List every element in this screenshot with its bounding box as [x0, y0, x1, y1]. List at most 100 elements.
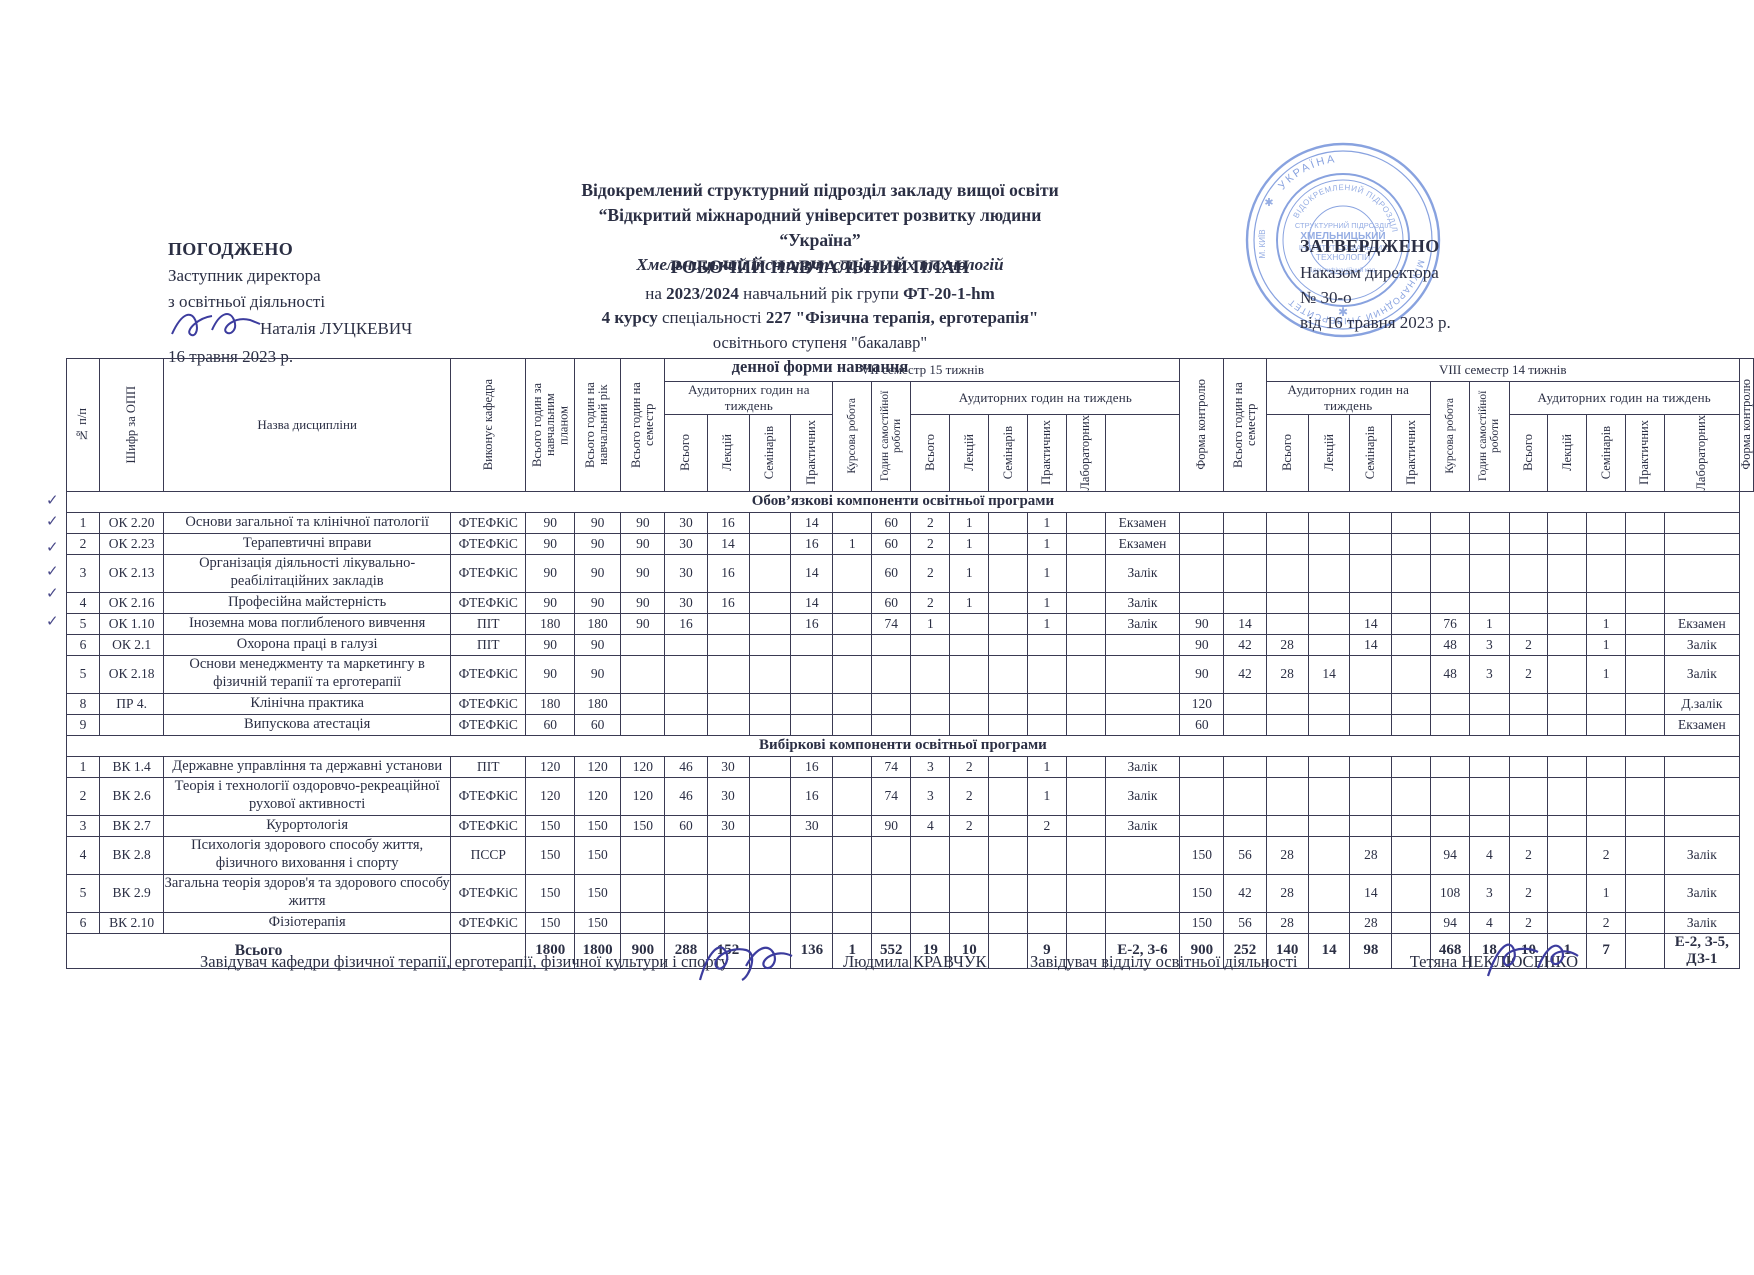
row-total-year: 90: [573, 553, 622, 593]
row-discipline: Фізіотерапія: [163, 911, 452, 934]
row-s8-control: [1663, 814, 1740, 837]
specialty-line: 4 курсу спеціальності 227 "Фізична терап…: [560, 306, 1080, 331]
row-s7-coursework: [832, 873, 873, 913]
row-s7-practicals: 16: [790, 755, 834, 778]
row-s8w-practicals: 1: [1586, 873, 1627, 913]
row-s8-selfwork: [1429, 755, 1471, 778]
row-discipline: Основи менеджменту та маркетингу в фізич…: [163, 654, 452, 694]
row-s7-seminars: [748, 776, 792, 816]
th-samost-7-label: Годин самостійної роботи: [879, 391, 904, 482]
row-s7-selfwork: 74: [871, 612, 912, 635]
totals-s7w: [988, 932, 1028, 969]
row-s8-coursework: [1391, 776, 1431, 816]
row-discipline: Загальна теорія здоров'я та здорового сп…: [163, 873, 452, 913]
row-s8w-practicals: [1586, 511, 1627, 534]
row-code: [99, 713, 165, 736]
row-department: ФТЕФКіС: [450, 654, 527, 694]
row-s8w-seminars: [1547, 553, 1588, 593]
row-s8-control: Екзамен: [1663, 612, 1740, 635]
totals-lab8w: [1625, 932, 1665, 969]
row-s7w-seminars: [988, 692, 1028, 715]
row-s7w-total: 4: [910, 814, 951, 837]
row-s7-coursework: [832, 654, 873, 694]
row-s7w-seminars: [988, 755, 1028, 778]
row-s7-control: [1104, 692, 1181, 715]
row-s7-seminars: [748, 511, 792, 534]
row-total-plan: 120: [525, 776, 575, 816]
margin-tick: ✓: [46, 586, 59, 602]
row-s7w-total: 2: [910, 591, 951, 614]
row-s8-coursework: [1391, 612, 1431, 635]
th-num: № п/п: [65, 358, 101, 492]
row-total-sem8: 90: [1179, 654, 1225, 694]
page-title: РОБОЧИЙ НАВЧАЛЬНИЙ ПЛАН: [670, 258, 970, 278]
row-s7-total: [664, 911, 708, 934]
row-total-plan: 180: [525, 692, 575, 715]
row-s7-total: 16: [664, 612, 708, 635]
row-s7-total: 30: [664, 532, 708, 555]
row-s8-coursework: [1391, 713, 1431, 736]
row-s8w-seminars: [1547, 911, 1588, 934]
margin-tick: ✓: [46, 540, 59, 556]
row-s8w-labs: [1625, 511, 1665, 534]
row-s7-selfwork: 74: [871, 776, 912, 816]
row-code: ОК 2.23: [99, 532, 165, 555]
row-s7w-lectures: [949, 713, 990, 736]
row-s7-selfwork: [871, 692, 912, 715]
section-mandatory: Обов’язкові компоненти освітньої програм…: [66, 490, 1754, 513]
row-s8w-lectures: [1508, 511, 1549, 534]
row-s8w-labs: [1625, 532, 1665, 555]
org-line-2: “Відкритий міжнародний університет розви…: [598, 204, 1042, 250]
row-s8-selfwork: 94: [1429, 911, 1471, 934]
row-s8-total: [1223, 532, 1267, 555]
row-s8-practicals: [1349, 553, 1393, 593]
row-s8-selfwork: [1429, 776, 1471, 816]
row-s8-coursework: [1391, 633, 1431, 656]
totals-lab7w: [1065, 932, 1106, 969]
row-total-sem8: 150: [1179, 873, 1225, 913]
row-total-sem7: 120: [620, 776, 666, 816]
row-s8-lectures: [1265, 713, 1309, 736]
row-s7-total: 30: [664, 591, 708, 614]
th-7w-practicals: Практичних: [1027, 414, 1067, 492]
row-s8w-total: [1469, 692, 1510, 715]
row-s7-practicals: 30: [790, 814, 834, 837]
th-semester-8: VIII семестр 14 тижнів: [1265, 358, 1740, 382]
row-s8w-total: [1469, 532, 1510, 555]
row-s7-control: [1104, 633, 1181, 656]
table-body: Обов’язкові компоненти освітньої програм…: [65, 490, 1754, 969]
row-total-year: 120: [573, 776, 622, 816]
row-s7-practicals: 14: [790, 511, 834, 534]
totals-ctrl7: Е-2, З-6: [1104, 932, 1181, 969]
row-s7-lectures: 16: [706, 511, 750, 534]
row-total-plan: 60: [525, 713, 575, 736]
row-s7-selfwork: [871, 911, 912, 934]
row-s7-coursework: [832, 776, 873, 816]
th-discipline-label: Назва дисципліни: [257, 416, 357, 432]
row-s7w-seminars: [988, 835, 1028, 875]
row-s8w-labs: [1625, 591, 1665, 614]
row-number: 1: [65, 755, 101, 778]
row-s8w-seminars: [1547, 835, 1588, 875]
row-s8-lectures: [1265, 755, 1309, 778]
row-s8-practicals: [1349, 713, 1393, 736]
row-s7-lectures: [706, 654, 750, 694]
row-number: 8: [65, 692, 101, 715]
row-number: 3: [65, 814, 101, 837]
agreed-keyword: ПОГОДЖЕНО: [168, 239, 293, 259]
row-s8-selfwork: [1429, 713, 1471, 736]
totals-p7w: 9: [1027, 932, 1067, 969]
row-s8w-seminars: [1547, 591, 1588, 614]
row-s8-control: Залік: [1663, 911, 1740, 934]
row-s8-selfwork: 76: [1429, 612, 1471, 635]
row-s8-lectures: [1265, 532, 1309, 555]
row-s8-control: Залік: [1663, 835, 1740, 875]
totals-l7w: 10: [949, 932, 990, 969]
row-s8-total: 42: [1223, 873, 1267, 913]
row-number: 5: [65, 654, 101, 694]
row-s8-seminars: [1307, 713, 1351, 736]
th-control-8: Форма контролю: [1738, 358, 1754, 492]
row-code: ОК 2.20: [99, 511, 165, 534]
row-s8-control: Д.залік: [1663, 692, 1740, 715]
row-total-sem7: [620, 713, 666, 736]
